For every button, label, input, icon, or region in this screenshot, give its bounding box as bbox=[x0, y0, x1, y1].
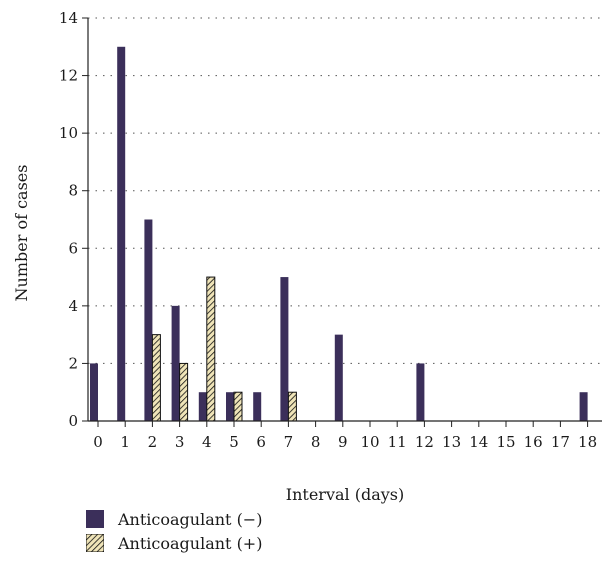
x-tick-label: 1 bbox=[120, 433, 130, 451]
y-tick-label: 6 bbox=[68, 239, 78, 257]
x-tick-label: 6 bbox=[256, 433, 266, 451]
legend-item-anticoagulant-negative: Anticoagulant (−) bbox=[86, 507, 262, 531]
x-tick-label: 17 bbox=[551, 433, 570, 451]
x-tick-label: 2 bbox=[148, 433, 158, 451]
bar-anticoagulant-negative bbox=[253, 392, 262, 421]
x-tick-label: 13 bbox=[442, 433, 461, 451]
bars bbox=[90, 46, 588, 422]
y-tick-label: 10 bbox=[59, 124, 78, 142]
x-tick-label: 4 bbox=[202, 433, 212, 451]
y-tick-label: 8 bbox=[68, 182, 78, 200]
y-tick-label: 0 bbox=[68, 412, 78, 430]
bar-anticoagulant-negative bbox=[198, 392, 207, 421]
y-tick-label: 12 bbox=[59, 67, 78, 85]
bar-anticoagulant-negative bbox=[416, 363, 425, 421]
y-tick-label: 14 bbox=[59, 9, 78, 27]
x-axis-title: Interval (days) bbox=[286, 485, 404, 504]
x-tick-label: 15 bbox=[496, 433, 515, 451]
x-tick-label: 7 bbox=[284, 433, 294, 451]
x-tick-label: 5 bbox=[229, 433, 239, 451]
x-tick-label: 14 bbox=[469, 433, 488, 451]
legend-swatch-solid bbox=[86, 510, 104, 528]
bar-anticoagulant-negative bbox=[334, 334, 343, 421]
bar-anticoagulant-positive bbox=[179, 362, 189, 422]
x-tick-label: 16 bbox=[524, 433, 543, 451]
x-tick-label: 10 bbox=[360, 433, 379, 451]
x-tick-label: 8 bbox=[311, 433, 321, 451]
bar-anticoagulant-positive bbox=[233, 391, 243, 422]
bar-anticoagulant-negative bbox=[90, 363, 98, 421]
y-tick-label: 4 bbox=[68, 297, 78, 315]
gridlines bbox=[88, 17, 602, 364]
legend-item-anticoagulant-positive: Anticoagulant (+) bbox=[86, 531, 262, 555]
y-tick-label: 2 bbox=[68, 354, 78, 372]
bar-anticoagulant-positive bbox=[151, 334, 161, 422]
x-tick-label: 12 bbox=[415, 433, 434, 451]
bar-anticoagulant-positive bbox=[287, 391, 297, 422]
bar-anticoagulant-negative bbox=[280, 277, 289, 421]
x-tick-label: 0 bbox=[93, 433, 103, 451]
x-tick-label: 18 bbox=[578, 433, 597, 451]
bar-anticoagulant-negative bbox=[171, 305, 180, 421]
bar-anticoagulant-negative bbox=[579, 392, 588, 421]
y-axis-title: Number of cases bbox=[12, 165, 31, 302]
bar-anticoagulant-negative bbox=[226, 392, 234, 421]
bar-anticoagulant-positive bbox=[206, 276, 216, 422]
legend-label: Anticoagulant (−) bbox=[118, 509, 263, 529]
x-tick-label: 11 bbox=[388, 433, 407, 451]
legend-swatch-hatched bbox=[86, 534, 104, 552]
legend: Anticoagulant (−) Anticoagulant (+) bbox=[86, 507, 262, 555]
bar-anticoagulant-negative bbox=[117, 46, 126, 422]
x-tick-label: 3 bbox=[175, 433, 185, 451]
x-tick-label: 9 bbox=[338, 433, 348, 451]
bar-anticoagulant-negative bbox=[144, 219, 153, 421]
legend-label: Anticoagulant (+) bbox=[118, 533, 263, 553]
